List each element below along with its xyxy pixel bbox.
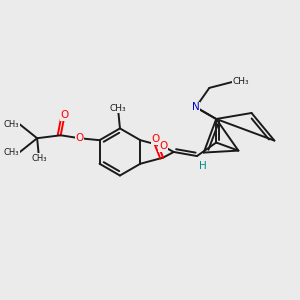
Text: CH₃: CH₃ xyxy=(4,120,20,129)
Text: CH₃: CH₃ xyxy=(4,148,20,157)
Text: CH₃: CH₃ xyxy=(110,104,126,113)
Text: CH₃: CH₃ xyxy=(233,77,250,86)
Text: CH₃: CH₃ xyxy=(31,154,47,163)
Text: H: H xyxy=(199,161,207,171)
Text: O: O xyxy=(61,110,69,120)
Text: O: O xyxy=(152,134,160,144)
Text: O: O xyxy=(75,133,84,143)
Text: O: O xyxy=(159,141,167,151)
Text: N: N xyxy=(192,102,200,112)
